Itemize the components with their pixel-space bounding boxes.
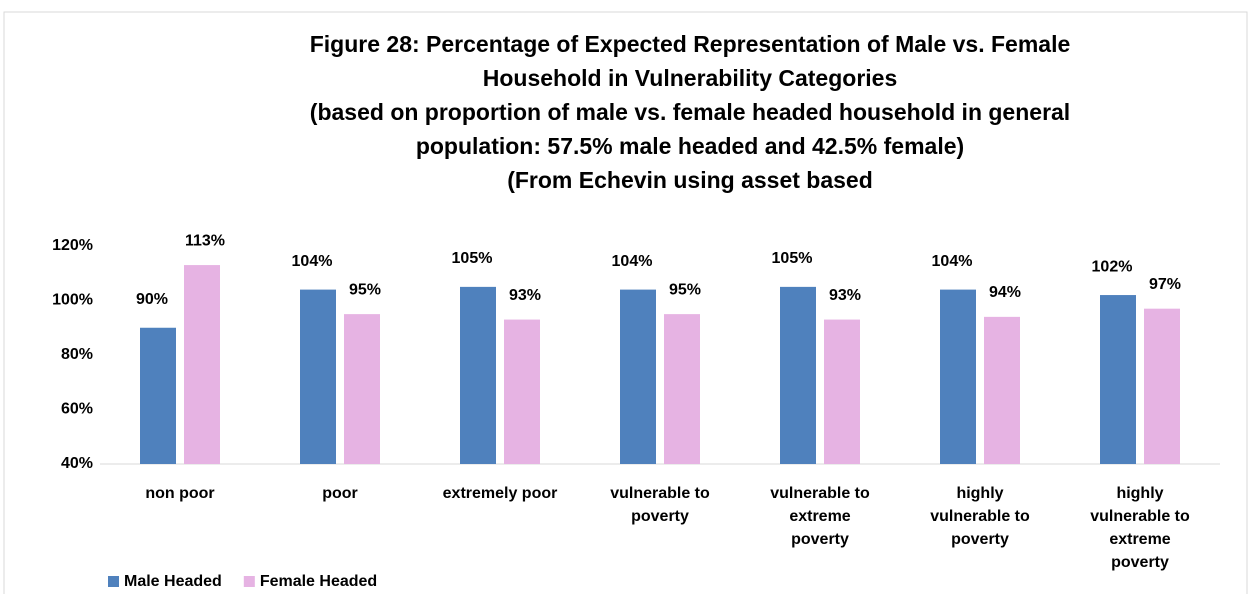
data-label: 105%: [452, 250, 493, 267]
x-tick-label: extremely poor: [443, 485, 558, 502]
bar: [344, 314, 380, 464]
data-label: 93%: [829, 287, 861, 304]
x-tick-label: non poor: [145, 485, 214, 502]
y-tick-label: 80%: [61, 346, 93, 363]
chart-border: [3, 11, 1248, 594]
data-label: 113%: [185, 232, 225, 249]
data-label: 104%: [612, 253, 653, 270]
chart-title: Figure 28: Percentage of Expected Repres…: [310, 31, 1071, 57]
x-tick-label: vulnerable to extreme poverty: [770, 485, 870, 548]
data-label: 95%: [669, 281, 701, 298]
data-label: 104%: [292, 253, 333, 270]
y-tick-label: 60%: [61, 401, 93, 418]
data-label: 94%: [989, 284, 1021, 301]
bar: [620, 289, 656, 464]
bar: [664, 314, 700, 464]
y-tick-label: 40%: [61, 455, 93, 472]
bar: [1144, 308, 1180, 464]
bar: [300, 289, 336, 464]
data-label: 104%: [932, 253, 973, 270]
bar: [504, 319, 540, 464]
x-tick-label: poor: [322, 485, 358, 502]
bar: [184, 265, 220, 464]
bar: [1100, 295, 1136, 464]
bar: [140, 327, 176, 464]
y-tick-label: 120%: [52, 237, 93, 254]
data-label: 97%: [1149, 276, 1181, 293]
data-label: 90%: [136, 291, 168, 308]
data-label: 95%: [349, 281, 381, 298]
chart-title: (based on proportion of male vs. female …: [310, 99, 1070, 125]
legend-swatch: [108, 576, 119, 587]
chart-title: population: 57.5% male headed and 42.5% …: [416, 133, 964, 159]
legend-label: Male Headed: [124, 573, 222, 590]
bar: [824, 319, 860, 464]
data-label: 93%: [509, 287, 541, 304]
chart-title: Household in Vulnerability Categories: [483, 65, 898, 91]
legend-label: Female Headed: [260, 573, 377, 590]
legend-swatch: [243, 576, 255, 587]
bar: [780, 286, 816, 464]
x-tick-label: highly vulnerable to poverty: [930, 485, 1030, 548]
x-tick-label: vulnerable to poverty: [610, 485, 710, 525]
data-label: 105%: [772, 250, 813, 267]
bar: [984, 316, 1020, 464]
chart-title: (From Echevin using asset based: [507, 167, 873, 193]
x-tick-label: highly vulnerable to extreme poverty: [1090, 485, 1190, 571]
bar: [460, 286, 496, 464]
y-tick-label: 100%: [52, 292, 93, 309]
bar: [940, 289, 976, 464]
data-label: 102%: [1092, 258, 1133, 275]
